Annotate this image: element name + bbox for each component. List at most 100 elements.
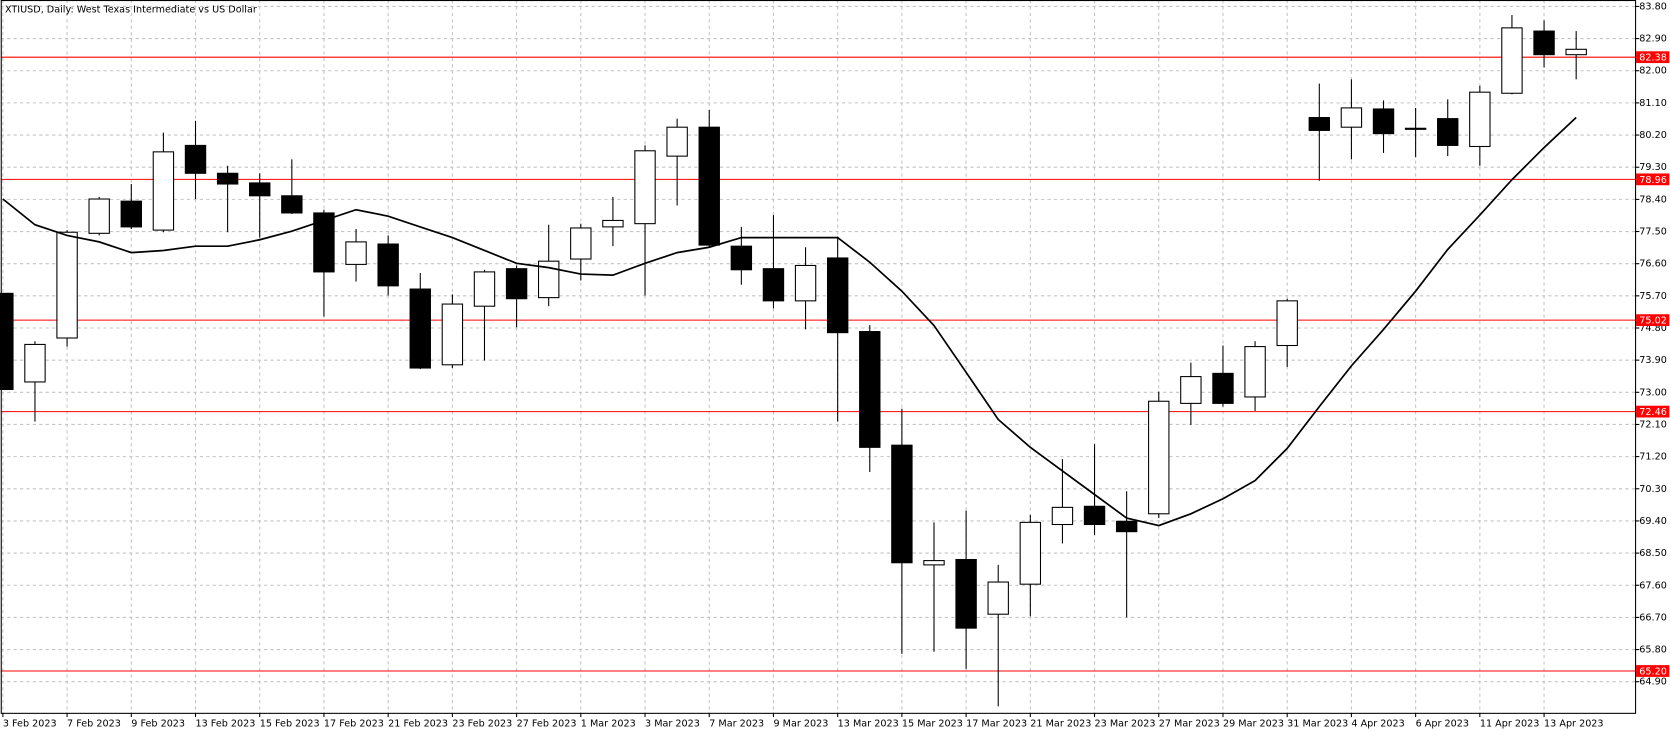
candle-body: [1212, 372, 1234, 404]
candle-body: [1404, 127, 1427, 130]
x-tick-label: 4 Apr 2023: [1351, 719, 1404, 730]
candle-body: [730, 245, 753, 271]
level-tag: [1636, 51, 1670, 64]
x-tick-label: 21 Feb 2023: [388, 719, 448, 730]
candle-body: [602, 219, 624, 228]
y-tick-label: 72.10: [1639, 419, 1667, 430]
candle-body: [859, 331, 881, 448]
candle-body: [1083, 505, 1106, 526]
candle-body: [987, 581, 1009, 615]
level-tag: [1636, 314, 1670, 327]
candle-body: [505, 268, 528, 300]
moving-average: [2, 116, 1577, 527]
candle-body: [56, 231, 78, 339]
candle-body: [762, 268, 785, 302]
x-tick-label: 13 Feb 2023: [196, 719, 256, 730]
candle-body: [281, 195, 303, 214]
y-tick-label: 75.70: [1639, 291, 1667, 302]
y-tick-label: 71.20: [1639, 452, 1667, 463]
y-tick-label: 69.40: [1639, 516, 1667, 527]
x-tick-label: 27 Feb 2023: [517, 719, 577, 730]
level-label: 72.46: [1639, 407, 1667, 418]
candle-body: [698, 126, 720, 246]
y-tick-label: 77.50: [1639, 227, 1667, 238]
y-tick-label: 67.60: [1639, 580, 1667, 591]
candle-body: [666, 126, 688, 157]
x-tick-label: 17 Feb 2023: [324, 719, 384, 730]
candle-body: [955, 558, 977, 629]
x-tick-label: 13 Mar 2023: [838, 719, 899, 730]
candle-body: [1244, 346, 1266, 398]
x-tick-label: 9 Mar 2023: [773, 719, 828, 730]
candle-body: [1437, 118, 1459, 146]
x-tick-label: 21 Mar 2023: [1030, 719, 1091, 730]
marks: [0, 15, 1587, 707]
y-tick-label: 80.20: [1639, 130, 1667, 141]
level-label: 82.38: [1639, 53, 1667, 64]
candle-body: [345, 241, 367, 265]
candle-body: [1469, 91, 1491, 148]
candle-body: [249, 182, 271, 197]
y-tick-label: 82.90: [1639, 34, 1667, 45]
candle-body: [88, 198, 110, 234]
candle-body: [216, 172, 239, 185]
x-tick-label: 15 Mar 2023: [902, 719, 963, 730]
x-tick-label: 7 Mar 2023: [709, 719, 764, 730]
candle-body: [570, 227, 592, 260]
plot-frame: [0, 0, 1637, 714]
y-tick-label: 73.90: [1639, 355, 1667, 366]
candle-body: [24, 343, 46, 383]
x-tick-label: 1 Mar 2023: [581, 719, 636, 730]
candle-body: [1180, 376, 1202, 404]
y-tick-label: 79.30: [1639, 162, 1667, 173]
x-tick-label: 3 Feb 2023: [3, 719, 57, 730]
y-tick-label: 66.70: [1639, 612, 1667, 623]
y-tick-label: 76.60: [1639, 259, 1667, 270]
x-tick-label: 6 Apr 2023: [1416, 719, 1469, 730]
candle-body: [891, 444, 913, 564]
x-tick-label: 31 Mar 2023: [1287, 719, 1348, 730]
x-tick-label: 23 Mar 2023: [1095, 719, 1156, 730]
x-tick-label: 23 Feb 2023: [452, 719, 512, 730]
candle-body: [923, 560, 945, 566]
x-tick-label: 11 Apr 2023: [1480, 719, 1540, 730]
level-label: 78.96: [1639, 175, 1667, 186]
candle-body: [0, 292, 14, 390]
y-tick-label: 68.50: [1639, 548, 1667, 559]
x-tick-label: 27 Mar 2023: [1159, 719, 1220, 730]
candle-body: [634, 150, 656, 225]
x-tick-label: 17 Mar 2023: [966, 719, 1027, 730]
candle-body: [1565, 48, 1587, 56]
candle-body: [1501, 27, 1523, 94]
candle-body: [1533, 30, 1555, 56]
x-tick-label: 15 Feb 2023: [260, 719, 320, 730]
level-tag: [1636, 405, 1670, 418]
y-tick-label: 65.80: [1639, 645, 1667, 656]
candle-body: [1276, 300, 1298, 347]
candle-body: [1115, 520, 1138, 533]
candle-body: [313, 212, 335, 273]
y-tick-label: 81.10: [1639, 98, 1667, 109]
y-tick-label: 78.40: [1639, 194, 1667, 205]
level-tag: [1636, 665, 1670, 677]
candle-body: [377, 243, 399, 287]
candle-body: [120, 200, 142, 228]
x-tick-label: 29 Mar 2023: [1223, 719, 1284, 730]
candle-body: [1019, 521, 1042, 585]
y-tick-label: 83.80: [1639, 1, 1667, 12]
level-label: 65.20: [1639, 667, 1667, 678]
y-tick-label: 73.00: [1639, 387, 1667, 398]
x-tick-label: 3 Mar 2023: [645, 719, 700, 730]
candle-body: [1051, 506, 1074, 526]
grid: [0, 0, 1636, 713]
candle-body: [1308, 117, 1331, 131]
candle-body: [409, 288, 431, 369]
y-tick-label: 70.30: [1639, 484, 1667, 495]
level-label: 75.02: [1639, 316, 1667, 327]
candle-body: [473, 271, 496, 307]
x-tick-label: 7 Feb 2023: [67, 719, 121, 730]
candle-body: [184, 144, 207, 174]
level-tag: [1636, 173, 1670, 186]
